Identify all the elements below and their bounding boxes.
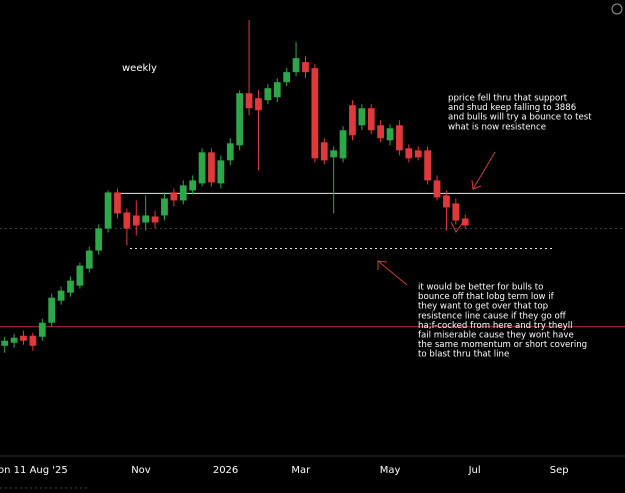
annotation: what is now resistence [448, 122, 546, 132]
candle-body [433, 180, 441, 198]
annotation: the same momentum or short covering [418, 340, 587, 350]
candle-body [396, 125, 403, 151]
x-tick-label: 2026 [213, 465, 238, 476]
candle-body [461, 218, 469, 226]
candle-body [95, 228, 103, 251]
candle-body [330, 150, 338, 158]
candle-body [443, 195, 450, 208]
x-tick-label: Jul [468, 465, 481, 476]
candle-body [358, 108, 366, 126]
candle-body [189, 180, 197, 191]
candle-body [320, 142, 328, 161]
annotation: ha;f-cocked from here and try theyll [418, 321, 573, 331]
chart-title: weekly [122, 63, 157, 74]
candle-body [452, 203, 460, 221]
candle-body [302, 62, 309, 73]
annotation: and bulls will try a bounce to test [448, 113, 592, 123]
candle-body [255, 98, 262, 111]
candle-body [114, 192, 121, 214]
candle-body [311, 68, 319, 159]
annotation: it would be better for bulls to [418, 283, 543, 293]
arrows [377, 151, 496, 286]
annotation: bounce off that lobg term low if [418, 292, 555, 302]
candle-body [292, 58, 300, 73]
candle-body [405, 148, 413, 159]
candle-body [38, 322, 46, 337]
candle-body [67, 280, 74, 293]
candle-body [123, 212, 131, 229]
candle-body [104, 192, 112, 229]
candle-body [349, 105, 356, 136]
candle-body [217, 160, 225, 184]
candle-body [245, 93, 253, 109]
candle-body [132, 215, 140, 226]
candle-body [273, 82, 281, 98]
candle-body [10, 337, 18, 343]
candle-body [198, 152, 206, 184]
candle-body [76, 265, 84, 286]
annotation: fail miserable cause they wont have [418, 331, 574, 341]
settings-icon [611, 3, 623, 15]
candle-body [170, 192, 178, 201]
candle-body [142, 215, 150, 223]
candle-body [236, 93, 244, 146]
candle-body [161, 198, 168, 216]
x-tick-label: Nov [131, 465, 151, 476]
candle-body [208, 152, 215, 183]
candle-body [264, 88, 272, 101]
arrow [450, 221, 464, 233]
candle-body [57, 290, 65, 301]
arrow [472, 151, 496, 190]
candle-body [151, 216, 159, 223]
candle-body [283, 72, 291, 83]
candle-body [29, 335, 37, 346]
candle-body [414, 150, 422, 158]
annotation: resistence line cause if they go off [418, 311, 567, 321]
annotation: to blast thru that line [418, 350, 509, 360]
candle-body [1, 340, 9, 346]
candle-body [386, 128, 394, 141]
x-tick-label: on 11 Aug '25 [0, 465, 68, 476]
x-tick-label: May [380, 465, 401, 476]
candle-body [179, 185, 187, 201]
candle-body [48, 297, 56, 323]
candle-body [377, 125, 385, 139]
candle-body [226, 143, 234, 161]
x-tick-label: Sep [550, 465, 569, 476]
candle-body [339, 130, 347, 159]
arrow [377, 260, 408, 286]
annotation: and shud keep falling to 3886 [448, 103, 576, 113]
annotation: they want to get over that top [418, 302, 548, 312]
x-tick-label: Mar [291, 465, 311, 476]
candle-body [424, 150, 432, 181]
arrow-head [377, 260, 388, 270]
candle-body [20, 335, 27, 341]
candle-body [85, 250, 93, 269]
annotation: pprice fell thru that support [448, 94, 568, 104]
arrow-head [471, 179, 482, 190]
candle-body [367, 108, 375, 131]
